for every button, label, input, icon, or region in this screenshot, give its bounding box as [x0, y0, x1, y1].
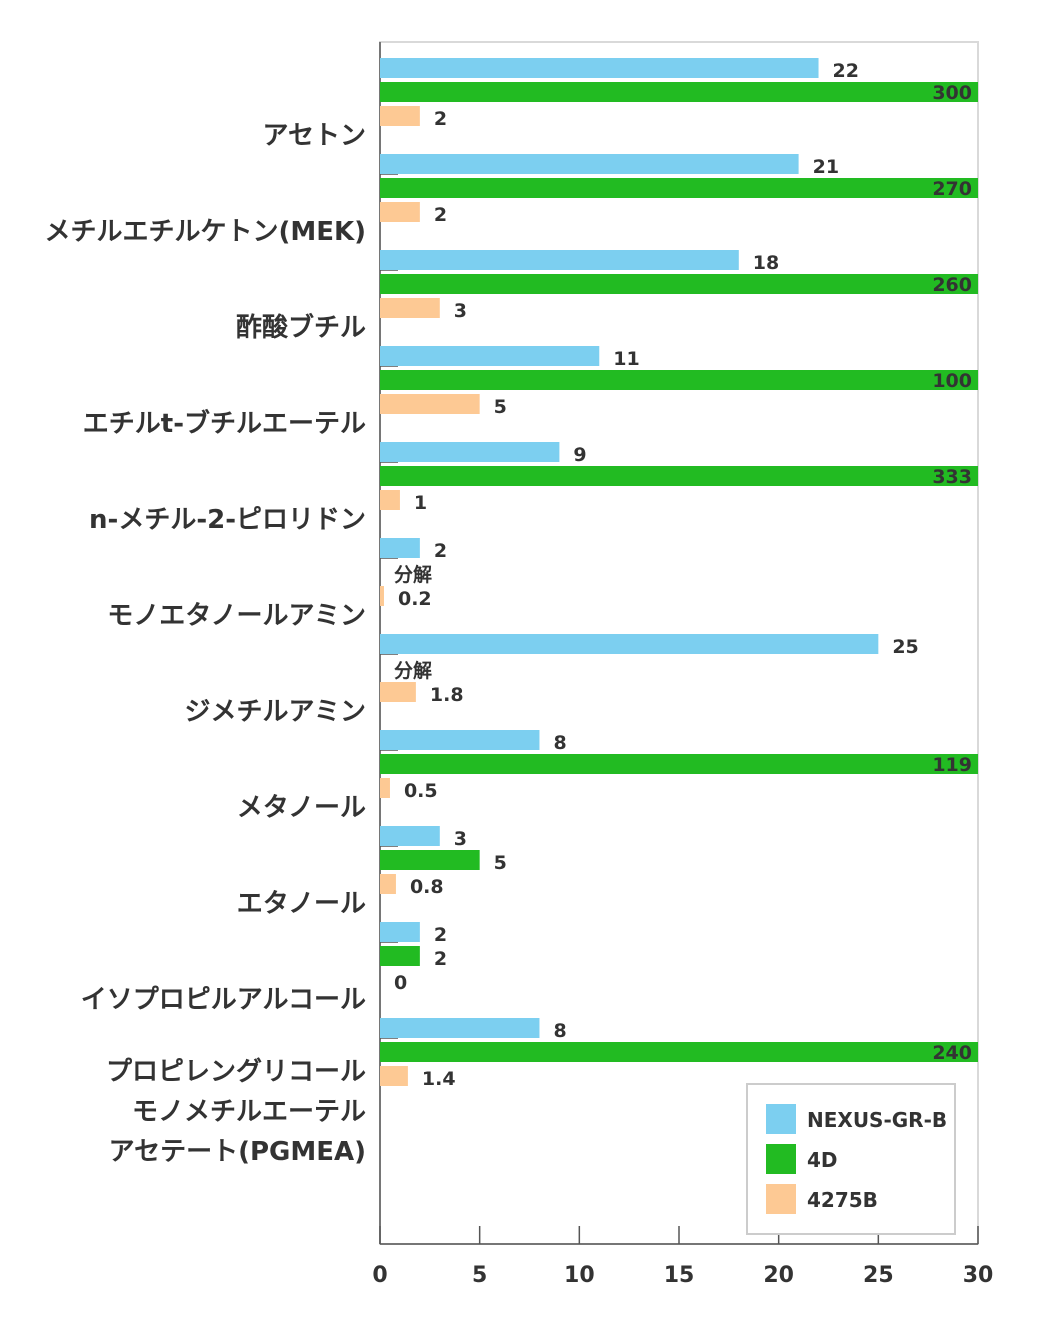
data-label: 119 [932, 754, 972, 776]
category-label: プロピレングリコール [106, 1057, 366, 1087]
x-tick-label: 10 [564, 1263, 595, 1288]
bar-4d [380, 946, 420, 966]
x-tick-label: 0 [372, 1263, 387, 1288]
data-label: 5 [494, 852, 507, 874]
data-label: 1.8 [430, 684, 464, 706]
bar-4275b [380, 778, 390, 798]
data-label: 2 [434, 948, 447, 970]
data-label: 1.4 [422, 1068, 456, 1090]
bar-nexus-gr-b [380, 346, 600, 366]
bar-nexus-gr-b [380, 730, 540, 750]
bar-4275b [380, 874, 396, 894]
bar-4275b [380, 106, 420, 126]
legend-swatch [766, 1184, 796, 1214]
data-label: 240 [932, 1042, 972, 1064]
x-tick-label: 15 [664, 1263, 695, 1288]
bar-nexus-gr-b [380, 826, 440, 846]
bar-nexus-gr-b [380, 538, 420, 558]
category-label: アセトン [263, 121, 366, 151]
data-label: 2 [434, 204, 447, 226]
data-label: 333 [932, 466, 972, 488]
bar-nexus-gr-b [380, 1018, 540, 1038]
legend-swatch [766, 1104, 796, 1134]
data-label: 2 [434, 108, 447, 130]
data-label: 21 [813, 156, 839, 178]
category-label: メチルエチルケトン(MEK) [44, 217, 366, 247]
category-label: アセテート(PGMEA) [109, 1137, 366, 1167]
bar-4d [380, 466, 978, 486]
bar-4275b [380, 202, 420, 222]
bar-nexus-gr-b [380, 58, 819, 78]
x-tick-label: 5 [472, 1263, 487, 1288]
data-label: 0.8 [410, 876, 444, 898]
bar-4275b [380, 682, 416, 702]
bar-nexus-gr-b [380, 154, 799, 174]
data-label: 25 [892, 636, 918, 658]
data-label: 0 [394, 972, 407, 994]
bar-nexus-gr-b [380, 922, 420, 942]
category-label: エタノール [237, 889, 366, 919]
bar-nexus-gr-b [380, 442, 560, 462]
bar-nexus-gr-b [380, 634, 879, 654]
bar-4275b [380, 490, 400, 510]
data-label: 11 [613, 348, 639, 370]
category-label: エチルt-ブチルエーテル [83, 408, 366, 439]
legend-entry: NEXUS-GR-B [807, 1108, 947, 1132]
bar-4d [380, 850, 480, 870]
category-label: メタノール [237, 793, 366, 823]
bar-4d [380, 754, 978, 774]
data-label: 0.5 [404, 780, 438, 802]
data-label: 9 [573, 444, 586, 466]
data-label: 分解 [394, 659, 432, 682]
category-label: n-メチル-2-ピロリドン [89, 505, 366, 535]
data-label: 2 [434, 540, 447, 562]
data-label: 1 [414, 492, 427, 514]
bar-4275b [380, 586, 384, 606]
category-label: ジメチルアミン [185, 697, 366, 727]
category-label: 酢酸ブチル [236, 312, 366, 343]
bar-4275b [380, 298, 440, 318]
data-label: 0.2 [398, 588, 432, 610]
data-label: 260 [932, 274, 972, 296]
x-tick-label: 30 [963, 1263, 994, 1288]
category-label: モノエタノールアミン [107, 601, 366, 631]
bar-4d [380, 274, 978, 294]
data-label: 300 [932, 82, 972, 104]
data-label: 18 [753, 252, 779, 274]
bar-4275b [380, 1066, 408, 1086]
data-label: 3 [454, 828, 467, 850]
bar-4d [380, 370, 978, 390]
data-label: 5 [494, 396, 507, 418]
legend-entry: 4D [807, 1148, 838, 1172]
bar-4d [380, 1042, 978, 1062]
data-label: 8 [553, 732, 566, 754]
data-label: 22 [833, 60, 859, 82]
legend-entry: 4275B [807, 1188, 878, 1212]
data-label: 分解 [394, 563, 432, 586]
data-label: 270 [932, 178, 972, 200]
data-label: 8 [553, 1020, 566, 1042]
x-tick-label: 20 [763, 1263, 794, 1288]
bar-4275b [380, 394, 480, 414]
x-tick-label: 25 [863, 1263, 894, 1288]
legend-swatch [766, 1144, 796, 1174]
data-label: 2 [434, 924, 447, 946]
bar-4d [380, 178, 978, 198]
bar-nexus-gr-b [380, 250, 739, 270]
data-label: 3 [454, 300, 467, 322]
category-label: イソプロピルアルコール [81, 985, 366, 1015]
data-label: 100 [932, 370, 972, 392]
bar-4d [380, 82, 978, 102]
category-label: モノメチルエーテル [132, 1097, 366, 1127]
